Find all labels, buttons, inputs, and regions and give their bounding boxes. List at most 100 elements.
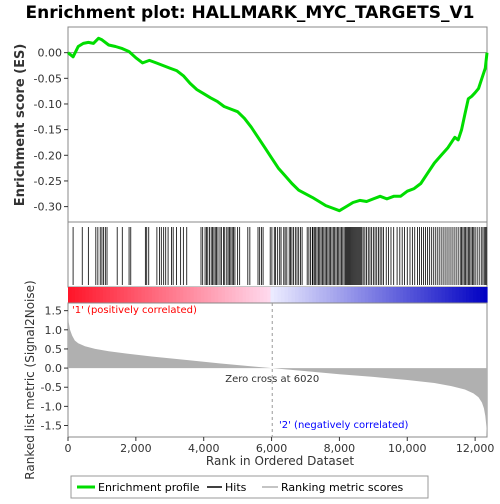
color-bar-segment — [235, 287, 240, 303]
color-bar-segment — [221, 287, 226, 303]
es-y-tick-label: -0.30 — [34, 201, 62, 214]
color-bar-segment — [315, 287, 320, 303]
color-bar-segment — [190, 287, 195, 303]
color-bar-segment — [169, 287, 174, 303]
color-bar-segment — [78, 287, 83, 303]
color-bar-segment — [207, 287, 212, 303]
es-y-tick-label: -0.25 — [34, 175, 62, 188]
color-bar-segment — [448, 287, 453, 303]
color-bar-segment — [399, 287, 404, 303]
positive-correlation-label: '1' (positively correlated) — [72, 305, 197, 316]
metric-y-tick-label: -1.5 — [41, 420, 62, 433]
color-bar-segment — [375, 287, 380, 303]
es-y-tick-label: -0.05 — [34, 72, 62, 85]
color-bar-segment — [239, 287, 244, 303]
color-bar-segment — [232, 287, 237, 303]
color-bar-segment — [193, 287, 198, 303]
color-bar-segment — [322, 287, 327, 303]
color-bar-segment — [137, 287, 142, 303]
color-bar-segment — [347, 287, 352, 303]
color-bar-segment — [99, 287, 104, 303]
color-bar-segment — [361, 287, 366, 303]
color-bar-segment — [403, 287, 408, 303]
color-bar-segment — [392, 287, 397, 303]
color-bar-segment — [382, 287, 387, 303]
color-bar-segment — [260, 287, 265, 303]
color-bar-segment — [172, 287, 177, 303]
x-tick-label: 6,000 — [256, 442, 288, 455]
color-bar-segment — [312, 287, 317, 303]
color-bar-segment — [109, 287, 114, 303]
color-bar-segment — [480, 287, 485, 303]
x-axis-label: Rank in Ordered Dataset — [206, 454, 354, 468]
color-bar-segment — [287, 287, 293, 303]
color-bar-segment — [214, 287, 219, 303]
color-bar-segment — [120, 287, 125, 303]
metric-y-tick-label: -0.5 — [41, 381, 62, 394]
metric-y-tick-label: 1.0 — [45, 324, 63, 337]
color-bar-segment — [340, 287, 345, 303]
color-bar-segment — [225, 287, 230, 303]
color-bar-segment — [466, 287, 471, 303]
color-bar-segment — [354, 287, 359, 303]
metric-y-tick-label: -1.0 — [41, 400, 62, 413]
color-bar-segment — [277, 287, 282, 303]
color-bar-segment — [294, 287, 300, 303]
color-bar-segment — [274, 287, 279, 303]
color-bar-segment — [200, 287, 205, 303]
es-y-tick-label: -0.20 — [34, 149, 62, 162]
color-bar-segment — [305, 287, 310, 303]
color-bar-segment — [218, 287, 223, 303]
color-bar-segment — [68, 287, 73, 303]
ranking-color-bar — [68, 287, 488, 303]
x-tick-label: 0 — [65, 442, 72, 455]
color-bar-segment — [420, 287, 425, 303]
color-bar-segment — [284, 287, 289, 303]
color-bar-segment — [106, 287, 111, 303]
color-bar-segment — [228, 287, 233, 303]
color-bar-segment — [144, 287, 149, 303]
color-bar-segment — [256, 287, 261, 303]
color-bar-segment — [158, 287, 163, 303]
color-bar-segment — [197, 287, 202, 303]
color-bar-segment — [113, 287, 118, 303]
legend-box — [70, 475, 429, 499]
es-y-axis: 0.00 -0.05 -0.10 -0.15 -0.20 -0.25 -0.30 — [34, 47, 68, 214]
ranking-metric-area — [68, 306, 487, 436]
color-bar-segment — [469, 287, 474, 303]
color-bar-segment — [291, 287, 296, 303]
hits-marks — [72, 227, 488, 285]
color-bar-segment — [445, 287, 450, 303]
color-bar-segment — [336, 287, 341, 303]
color-bar-segment — [424, 287, 429, 303]
color-bar-segment — [438, 287, 443, 303]
legend-metric-label: Ranking metric scores — [281, 481, 403, 494]
color-bar-segment — [434, 287, 439, 303]
color-bar-segment — [249, 287, 254, 303]
legend-enrichment-label: Enrichment profile — [98, 481, 200, 494]
color-bar-segment — [406, 287, 411, 303]
negative-correlation-label: '2' (negatively correlated) — [279, 420, 408, 431]
color-bar-segment — [368, 287, 373, 303]
x-tick-label: 8,000 — [324, 442, 356, 455]
color-bar-segment — [88, 287, 94, 303]
metric-y-axis: 1.5 1.0 0.5 0.0 -0.5 -1.0 -1.5 — [41, 305, 68, 433]
color-bar-segment — [350, 287, 355, 303]
color-bar-segment — [319, 287, 324, 303]
color-bar-segment — [253, 287, 258, 303]
color-bar-segment — [270, 287, 275, 303]
color-bar-segment — [427, 287, 432, 303]
es-y-tick-label: -0.15 — [34, 124, 62, 137]
color-bar-segment — [123, 287, 128, 303]
color-bar-segment — [357, 287, 362, 303]
color-bar-segment — [396, 287, 401, 303]
color-bar-segment — [417, 287, 422, 303]
es-y-tick-label: 0.00 — [38, 47, 63, 60]
color-bar-segment — [431, 287, 436, 303]
color-bar-segment — [81, 287, 87, 303]
color-bar-segment — [71, 287, 76, 303]
color-bar-segment — [280, 287, 286, 303]
color-bar-segment — [364, 287, 369, 303]
color-bar-segment — [151, 287, 156, 303]
